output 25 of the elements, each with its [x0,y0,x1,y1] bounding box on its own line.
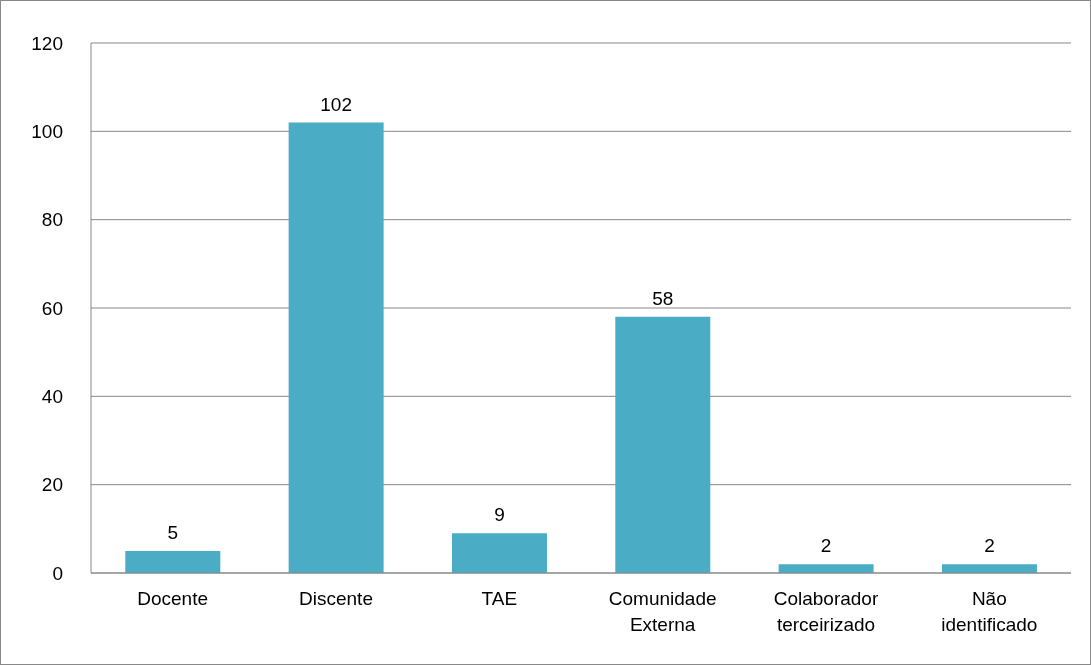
data-label: 2 [984,535,995,557]
bar [125,550,221,573]
bar [941,564,1037,573]
bar [778,564,874,573]
x-tick-label: Comunidade Externa [608,588,717,635]
x-tick-label: Não identificado [941,588,1038,635]
bar [451,533,547,573]
y-tick-label: 20 [41,474,63,496]
y-tick-label: 60 [41,297,63,319]
data-label: 5 [167,521,179,543]
x-tick-label: Colaborador terceirizado [773,588,879,635]
x-tick-label: Discente [299,588,373,609]
y-tick-label: 100 [31,121,63,143]
data-label: 102 [320,93,352,115]
x-tick-label: Docente [137,588,209,609]
bar [615,316,711,573]
bar [288,122,384,573]
x-tick-label: TAE [481,588,518,609]
data-label: 58 [652,287,674,309]
data-label: 9 [494,504,505,526]
data-label: 2 [820,535,832,557]
y-tick-label: 80 [41,209,63,231]
y-tick-label: 120 [31,32,63,54]
y-tick-label: 40 [41,386,63,408]
y-tick-label: 0 [52,562,63,584]
